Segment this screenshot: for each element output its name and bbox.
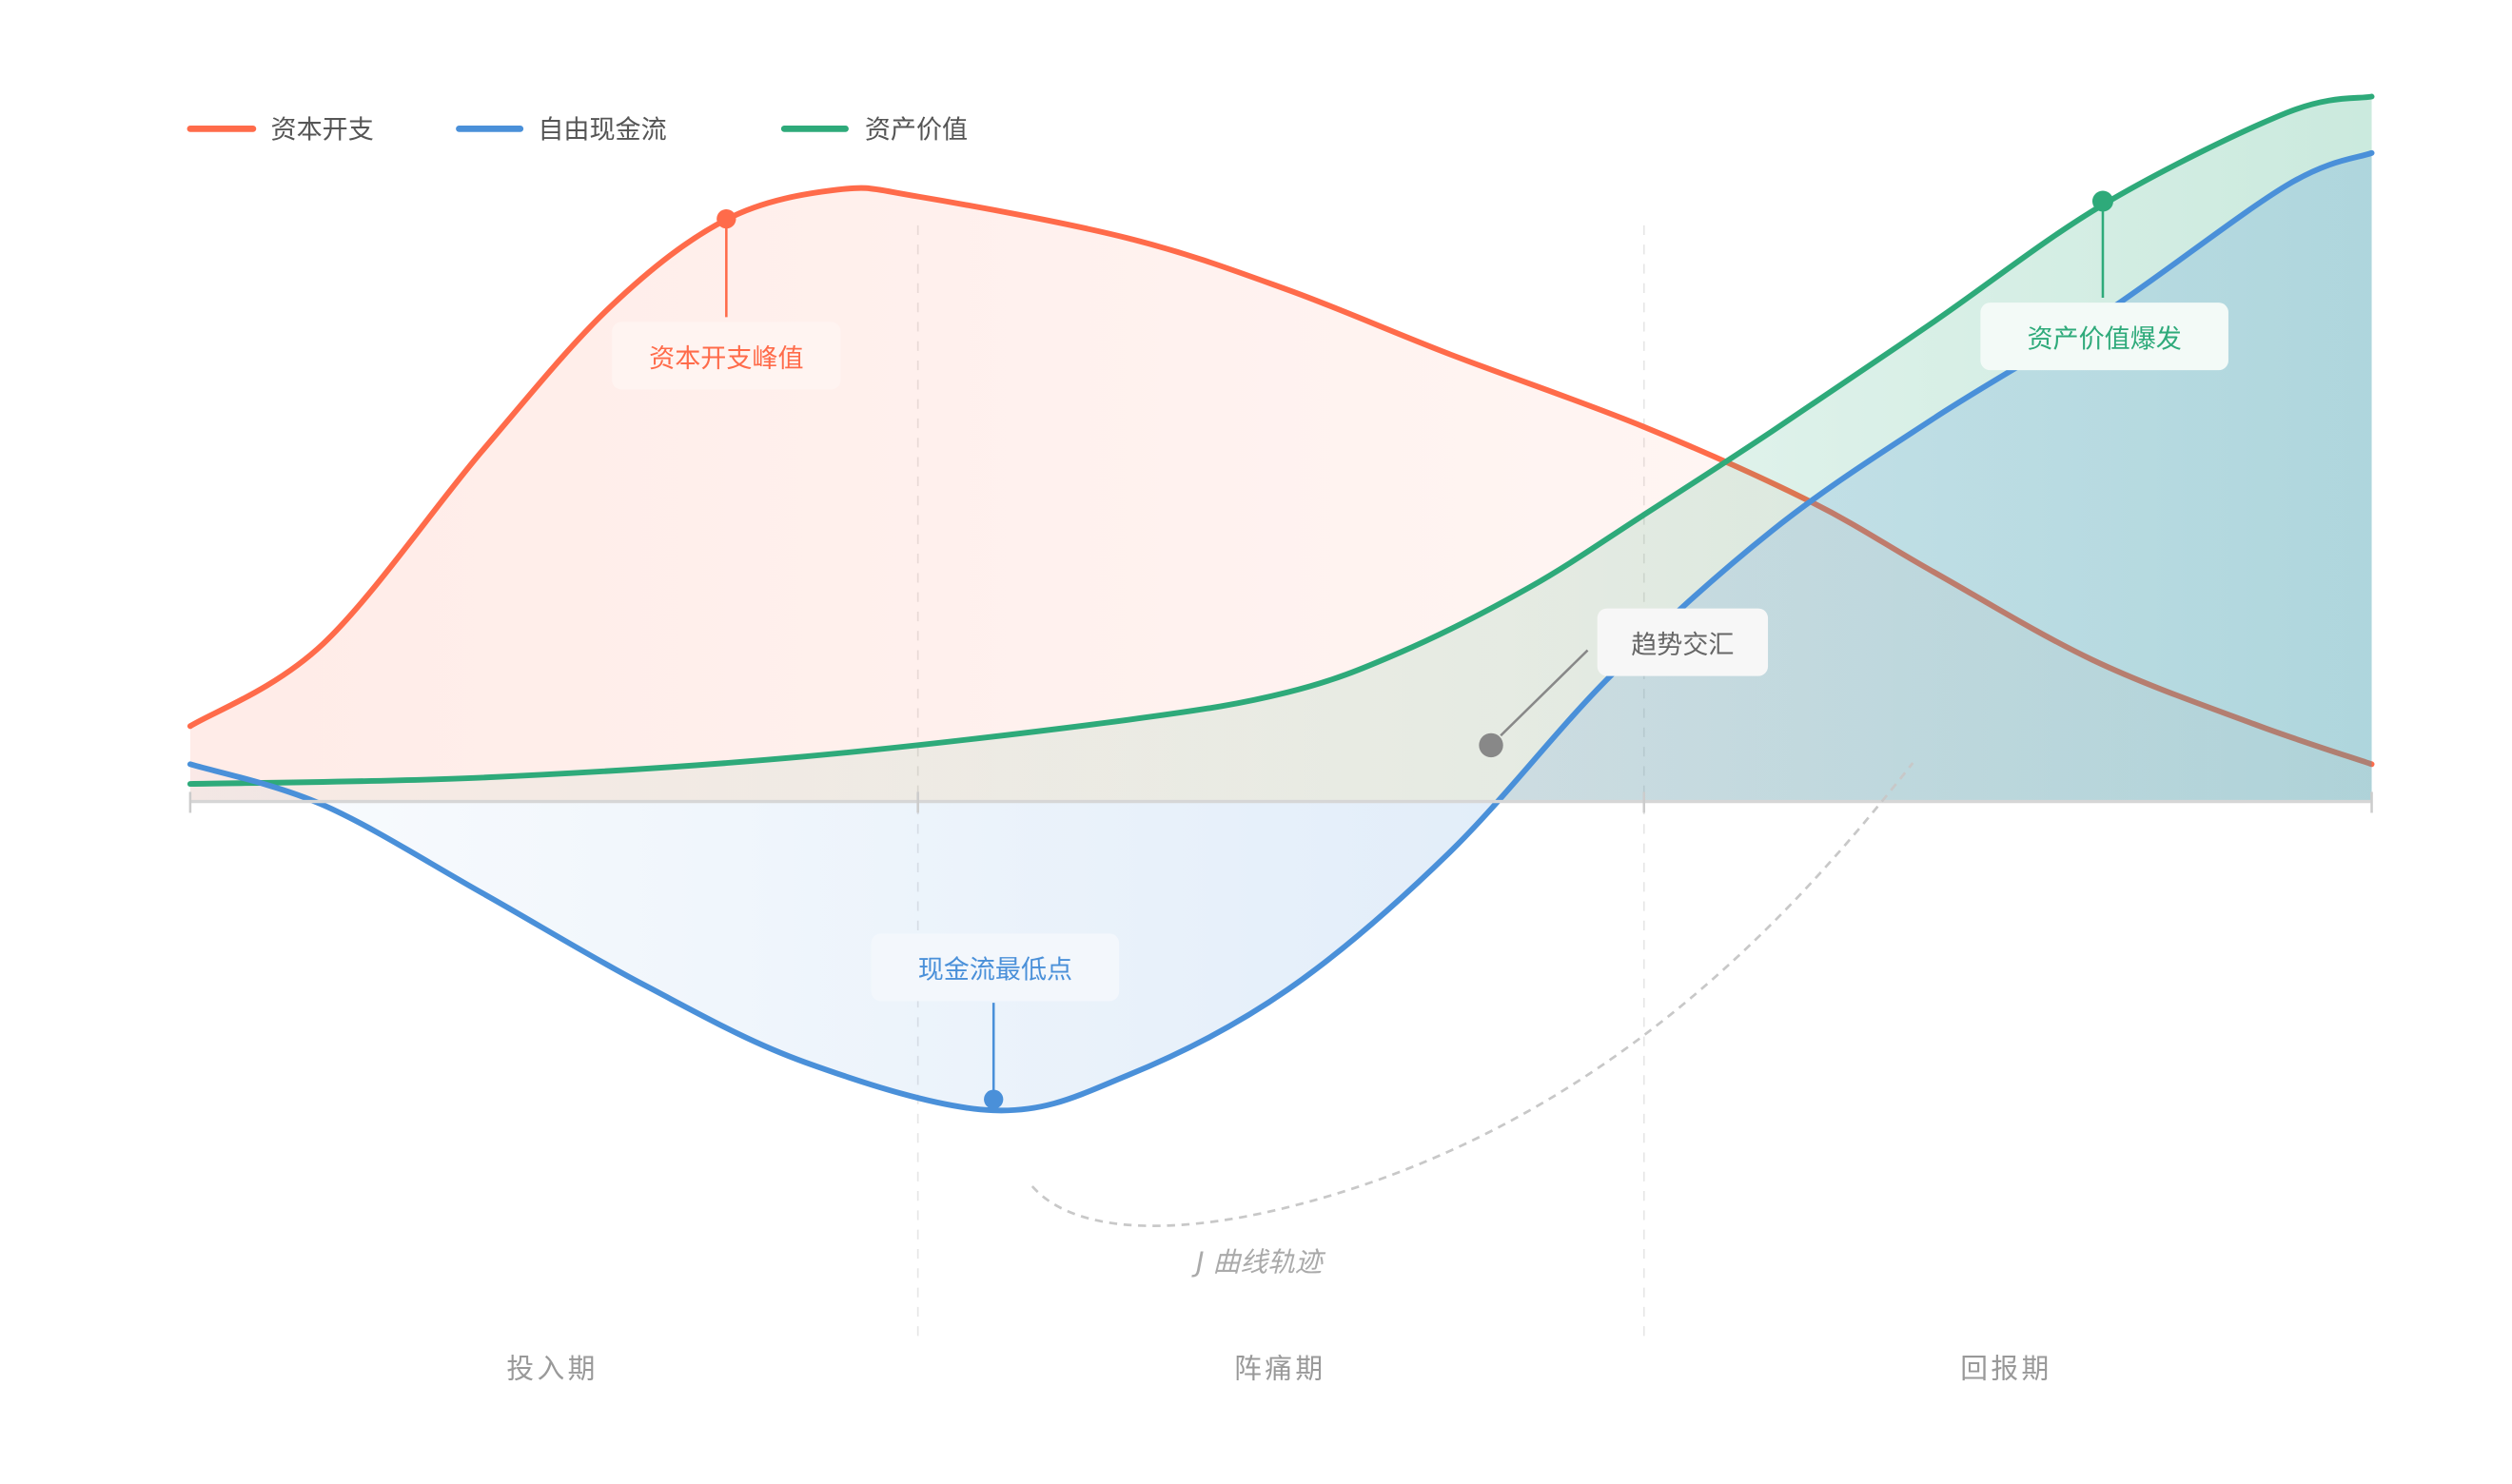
convergence-marker <box>1479 732 1503 758</box>
svg-text:资产价值: 资产价值 <box>865 116 968 146</box>
area-fill-fcf <box>189 152 2372 1111</box>
asset-burst-marker <box>2091 190 2113 212</box>
svg-text:资本开支峰值: 资本开支峰值 <box>649 344 803 374</box>
phase-label-pain: 阵痛期 <box>1234 1352 1325 1384</box>
fcf-low-marker <box>984 1089 1004 1109</box>
j-curve-label: J 曲线轨迹 <box>1191 1246 1326 1279</box>
svg-text:资产价值爆发: 资产价值爆发 <box>2027 324 2181 354</box>
series-line-asset <box>186 93 2375 788</box>
svg-text:自由现金流: 自由现金流 <box>538 116 666 146</box>
svg-text:资本开支: 资本开支 <box>271 116 374 146</box>
legend-item-capex[interactable]: 资本开支 <box>186 116 374 146</box>
annotation-capex-peak: 资本开支峰值 <box>612 208 841 390</box>
annotation-trend-convergence: 趋势交汇 <box>1479 608 1769 758</box>
annotation-fcf-low: 现金流最低点 <box>871 933 1120 1109</box>
phase-label-return: 回报期 <box>1960 1352 2051 1384</box>
capex-peak-marker <box>716 208 736 229</box>
legend-item-fcf[interactable]: 自由现金流 <box>456 116 667 146</box>
svg-text:趋势交汇: 趋势交汇 <box>1631 631 1734 660</box>
phase-label-investment: 投入期 <box>506 1352 598 1384</box>
legend: 资本开支 自由现金流 资产价值 <box>186 116 968 146</box>
j-curve-trajectory <box>1030 762 1914 1227</box>
legend-item-asset[interactable]: 资产价值 <box>780 116 968 146</box>
svg-text:现金流最低点: 现金流最低点 <box>918 956 1072 986</box>
annotation-asset-burst: 资产价值爆发 <box>1980 190 2228 371</box>
